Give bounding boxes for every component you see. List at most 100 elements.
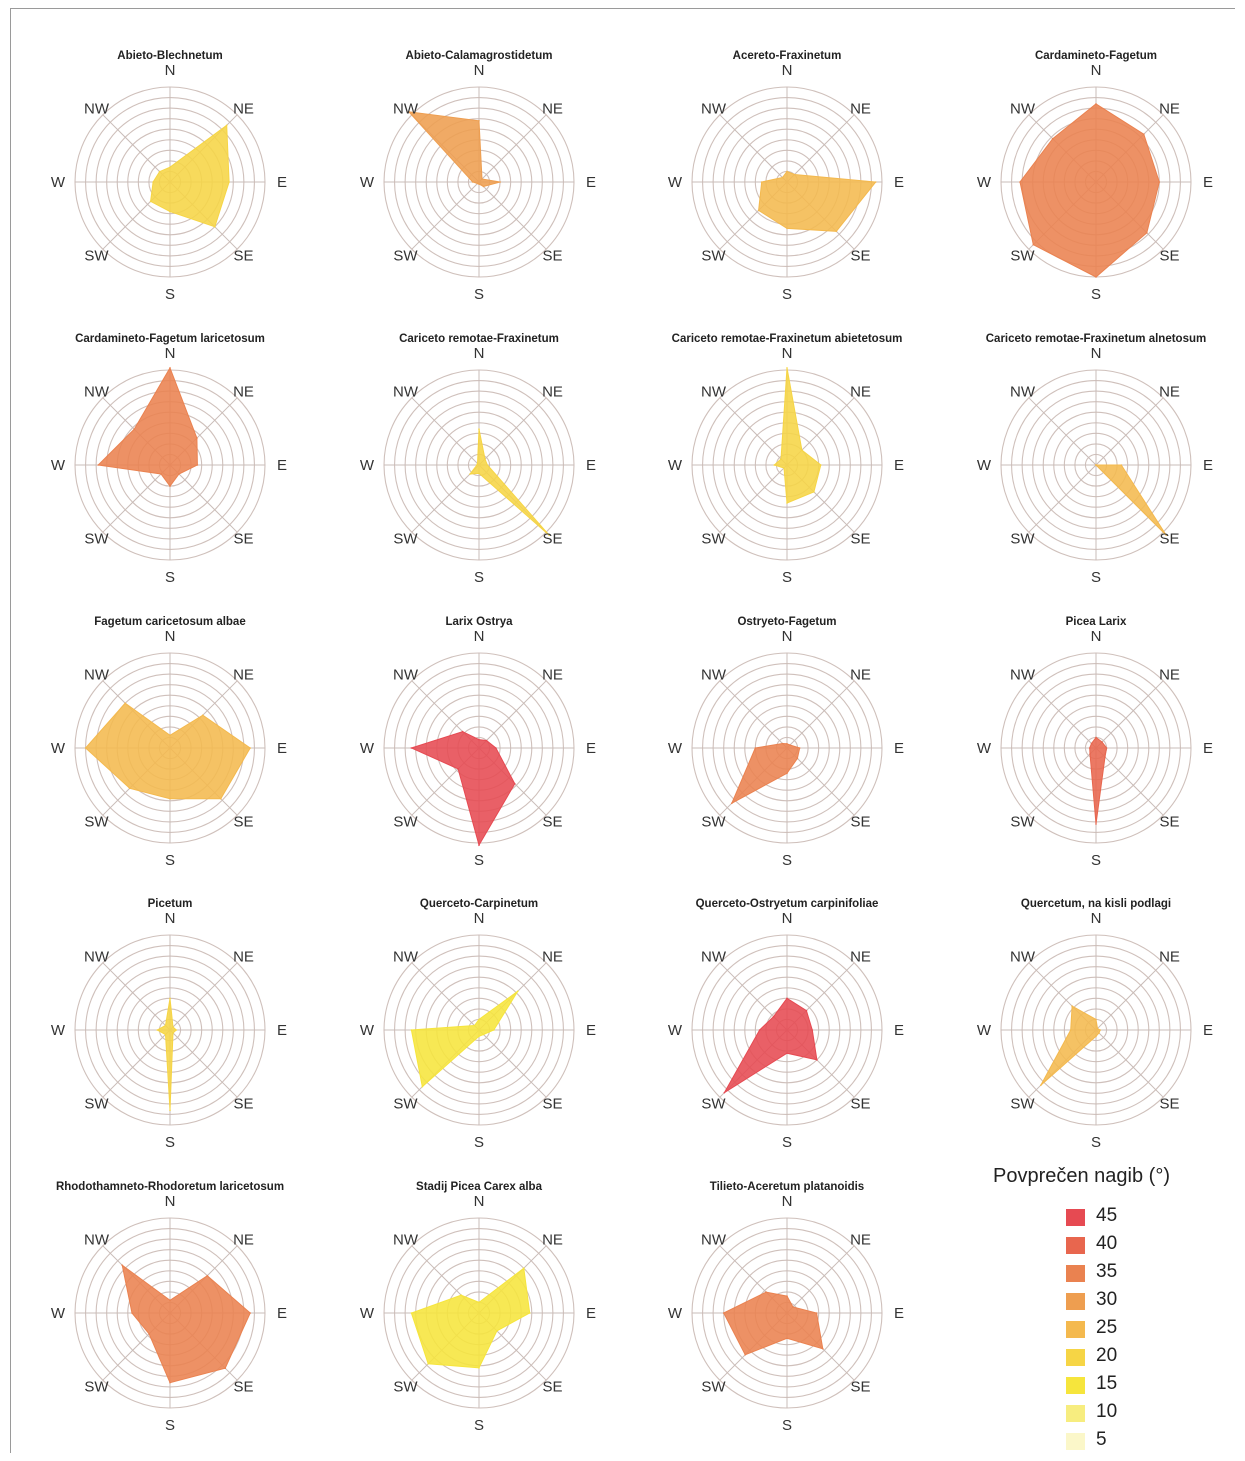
series-area [723, 1291, 824, 1356]
direction-label: N [165, 1193, 176, 1210]
legend: Povprečen nagib (°) 45 40 35 30 25 20 15 10 5 [990, 1165, 1230, 1455]
data-point [1089, 753, 1091, 755]
direction-label: W [360, 1305, 375, 1322]
data-point [249, 747, 251, 749]
direction-label: E [1203, 740, 1213, 757]
direction-label: W [360, 740, 375, 757]
direction-label: NE [850, 949, 871, 966]
direction-label: SW [84, 1379, 109, 1396]
direction-label: NW [1010, 667, 1036, 684]
data-point [781, 742, 784, 745]
radar-chart: N NE E SE S SW W NW Fagetum caricetosum albae [51, 616, 287, 869]
direction-label: N [474, 62, 485, 79]
direction-label: E [894, 1022, 904, 1039]
data-point [164, 1024, 167, 1027]
data-point [1158, 181, 1161, 183]
direction-label: E [277, 457, 287, 474]
data-point [149, 200, 152, 203]
data-point [460, 1294, 462, 1296]
direction-label: S [474, 1134, 484, 1151]
chart-title: Querceto-Carpinetum [420, 898, 538, 910]
direction-label: W [668, 1305, 683, 1322]
series-area [730, 742, 801, 805]
direction-label: SE [542, 814, 562, 831]
data-point [1040, 1084, 1042, 1086]
grid-spoke [411, 962, 480, 1031]
grid-spoke [1095, 747, 1164, 816]
data-point [760, 181, 763, 183]
data-point [731, 802, 733, 804]
direction-label: SW [1010, 814, 1035, 831]
direction-label: NE [1159, 384, 1180, 401]
data-point [789, 744, 791, 746]
radar-chart: N NE E SE S SW W NW Cariceto remotae-Fraxinetum [360, 333, 596, 586]
chart-title: Fagetum caricetosum albae [94, 616, 245, 628]
grid-spoke [1028, 680, 1097, 749]
direction-label: W [360, 174, 375, 191]
direction-label: W [360, 1022, 375, 1039]
grid-spoke [102, 1029, 171, 1098]
direction-label: E [277, 1022, 287, 1039]
data-point [410, 1312, 413, 1314]
series-area [1019, 103, 1160, 278]
data-point [1143, 133, 1145, 135]
data-point [786, 170, 788, 173]
direction-label: SE [1159, 814, 1179, 831]
grid-spoke [478, 114, 547, 183]
legend-label: 45 [1096, 1205, 1118, 1226]
direction-label: W [51, 457, 66, 474]
data-point [798, 747, 801, 749]
legend-swatch [1066, 1377, 1085, 1394]
grid-spoke [719, 680, 788, 749]
legend-label: 35 [1096, 1261, 1118, 1282]
data-point [1095, 1035, 1097, 1038]
legend-label: 30 [1096, 1289, 1118, 1310]
data-point [493, 1029, 495, 1031]
direction-label: NW [701, 101, 727, 118]
direction-label: NE [850, 1232, 871, 1249]
chart-title: Querceto-Ostryetum carpinifoliae [696, 898, 879, 910]
direction-label: E [894, 457, 904, 474]
grid-spoke [478, 680, 547, 749]
data-point [786, 502, 788, 504]
radar-chart: N NE E SE S SW W NW Tilieto-Aceretum platanoidis [668, 1181, 904, 1434]
data-point [786, 997, 788, 1000]
legend-item: 40 [1066, 1233, 1206, 1257]
grid-spoke [786, 1245, 855, 1314]
chart-title: Abieto-Blechnetum [117, 50, 222, 62]
chart-title: Ostryeto-Fagetum [737, 616, 836, 628]
direction-label: NE [233, 949, 254, 966]
direction-label: NW [701, 949, 727, 966]
direction-label: S [782, 1134, 792, 1151]
data-point [206, 1274, 209, 1277]
direction-label: W [668, 457, 683, 474]
radar-chart: N NE E SE S SW W NW Picetum [51, 898, 287, 1151]
direction-label: E [586, 174, 596, 191]
radar-chart: N NE E SE S SW W NW Cardamineto-Fagetum [977, 50, 1213, 303]
direction-label: NW [393, 384, 419, 401]
data-point [169, 210, 171, 213]
direction-label: SW [1010, 1096, 1035, 1113]
direction-label: NE [542, 667, 563, 684]
data-point [124, 702, 126, 704]
data-point [813, 491, 815, 493]
data-point [796, 757, 799, 760]
grid-spoke [1095, 680, 1164, 749]
data-point [822, 1348, 824, 1350]
data-point [1101, 741, 1103, 743]
direction-label: SE [542, 1379, 562, 1396]
data-point [783, 467, 785, 469]
direction-label: SW [393, 248, 418, 265]
data-point [786, 367, 788, 369]
grid-spoke [478, 1029, 547, 1098]
data-point [811, 1029, 814, 1031]
direction-label: N [1091, 345, 1102, 362]
direction-label: NE [542, 101, 563, 118]
grid-spoke [1028, 464, 1097, 533]
direction-label: SE [542, 1096, 562, 1113]
series-area [1040, 1005, 1101, 1086]
data-point [158, 170, 161, 173]
direction-label: E [894, 1305, 904, 1322]
direction-label: N [782, 910, 793, 927]
direction-label: S [165, 1134, 175, 1151]
